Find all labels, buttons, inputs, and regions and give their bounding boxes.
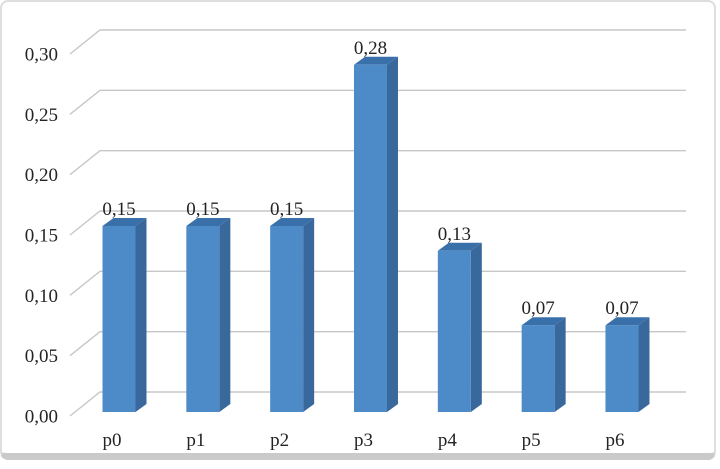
bar-p6 <box>605 317 650 412</box>
bar-side-face <box>386 56 398 413</box>
bar-value-label: 0,13 <box>438 224 471 245</box>
bar-front-face <box>353 64 387 413</box>
gridline <box>69 210 686 236</box>
bar-front-face <box>102 226 136 412</box>
bar-value-label: 0,15 <box>270 199 303 220</box>
bar-front-face <box>270 226 304 412</box>
y-axis-tick-label: 0,15 <box>25 226 58 247</box>
bar-top-face <box>437 242 482 251</box>
bar-p4 <box>437 242 482 412</box>
bar-p1 <box>186 218 231 412</box>
bar-front-face <box>521 325 555 412</box>
bar-top-face <box>521 317 566 326</box>
bar-side-face <box>470 242 482 412</box>
x-axis-category-label: p2 <box>270 430 289 451</box>
bar-top-face <box>102 218 147 226</box>
bar-p0 <box>102 218 147 412</box>
bar-front-face <box>437 250 471 412</box>
bar-top-face <box>353 56 398 65</box>
y-axis-tick-label: 0,05 <box>25 346 58 367</box>
x-axis-category-label: p4 <box>438 430 458 451</box>
bar-value-label: 0,15 <box>102 199 135 220</box>
bar-side-face <box>554 317 566 412</box>
bar-p3 <box>353 56 398 413</box>
bar-top-face <box>186 218 231 226</box>
bar-value-label: 0,07 <box>522 298 555 319</box>
bar-p5 <box>521 317 566 412</box>
bar-side-face <box>219 218 231 412</box>
bar-value-label: 0,28 <box>354 38 387 59</box>
x-axis-category-label: p1 <box>186 430 205 451</box>
x-axis-category-label: p5 <box>522 430 541 451</box>
bar-side-face <box>135 218 147 412</box>
x-axis-category-label: p6 <box>605 430 624 451</box>
x-axis-category-label: p3 <box>354 430 373 451</box>
gridline <box>69 29 686 55</box>
labels-layer: 0,00 0,05 0,10 0,15 0,20 0,25 0,30 0,15 p0 0,15 p1… <box>25 38 639 451</box>
bar-top-face <box>270 218 315 226</box>
bar-front-face <box>605 325 639 412</box>
gridline <box>69 149 686 176</box>
y-axis-tick-label: 0,20 <box>25 165 58 186</box>
gridline-layer <box>69 29 686 417</box>
gridline <box>69 330 686 357</box>
bar-front-face <box>186 226 220 412</box>
bar-value-label: 0,07 <box>605 298 638 319</box>
bar-value-label: 0,15 <box>186 199 219 220</box>
bar-p2 <box>270 218 315 412</box>
bar-side-face <box>638 317 650 412</box>
gridline <box>69 391 686 417</box>
y-axis-tick-label: 0,10 <box>25 286 58 307</box>
x-axis-category-label: p0 <box>103 430 122 451</box>
y-axis-tick-label: 0,00 <box>25 407 58 428</box>
bars-layer <box>102 56 650 413</box>
gridline <box>69 89 686 115</box>
bar-top-face <box>605 317 650 326</box>
gridline <box>69 270 686 296</box>
y-axis-tick-label: 0,30 <box>25 45 58 66</box>
y-axis-tick-label: 0,25 <box>25 105 58 126</box>
bar-side-face <box>303 218 315 412</box>
